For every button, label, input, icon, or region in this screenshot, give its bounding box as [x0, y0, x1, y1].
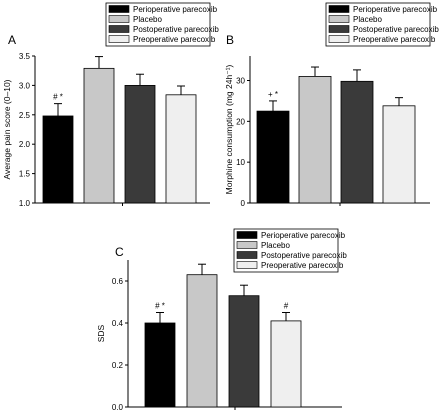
legend-swatch-3 — [108, 25, 130, 33]
panel-letter: A — [8, 33, 16, 47]
legend-swatch-2 — [328, 15, 350, 23]
y-tick-label: 0.0 — [112, 403, 124, 411]
legend-swatch-1 — [328, 5, 350, 13]
y-tick-label: 0.4 — [112, 319, 124, 328]
y-tick-label: 1.5 — [19, 170, 31, 179]
bar-3 — [340, 80, 374, 204]
y-tick-label: 0.6 — [112, 277, 124, 286]
legend-label-3: Postoperative parecoxib — [133, 25, 219, 34]
y-axis-label: Average pain score (0–10) — [2, 79, 12, 179]
legend-B: Perioperative parecoxibPlaceboPostoperat… — [325, 2, 439, 47]
bar-3 — [228, 295, 260, 408]
y-tick-label: 10 — [236, 158, 245, 167]
legend-label-2: Placebo — [261, 241, 290, 250]
legend-swatch-2 — [108, 15, 130, 23]
legend-swatch-3 — [236, 251, 258, 259]
significance-marker: # — [284, 302, 289, 311]
bar-1 — [42, 115, 74, 204]
legend-swatch-3 — [328, 25, 350, 33]
legend-label-3: Postoperative parecoxib — [261, 251, 347, 260]
legend-label-1: Perioperative parecoxib — [353, 5, 438, 14]
legend-swatch-4 — [236, 261, 258, 269]
panel-letter: B — [226, 33, 234, 47]
legend-label-1: Perioperative parecoxib — [261, 231, 346, 240]
significance-marker: # * — [155, 302, 165, 311]
legend-label-3: Postoperative parecoxib — [353, 25, 439, 34]
legend-swatch-1 — [236, 231, 258, 239]
significance-marker: # * — [53, 93, 63, 102]
legend-label-2: Placebo — [353, 15, 382, 24]
bar-2 — [186, 274, 218, 408]
bar-4 — [165, 94, 197, 204]
chart-panel-A: A 1.0 1.5 2.0 2.5 3.0 3.5 Average pain score (0… — [2, 2, 219, 208]
y-tick-label: 2.0 — [19, 140, 31, 149]
legend-swatch-2 — [236, 241, 258, 249]
bar-3 — [124, 85, 156, 204]
bar-1 — [144, 322, 176, 408]
legend-C: Perioperative parecoxibPlaceboPostoperat… — [233, 228, 347, 273]
chart-panel-C: C 0.0 0.2 0.4 0.6 SDS # * # Perioperative pareco… — [96, 228, 347, 411]
y-axis-label: SDS — [96, 324, 106, 342]
legend-swatch-1 — [108, 5, 130, 13]
legend-swatch-4 — [328, 35, 350, 43]
bar-2 — [83, 67, 115, 204]
bar-4 — [382, 105, 416, 204]
legend-label-1: Perioperative parecoxib — [133, 5, 218, 14]
y-tick-label: 20 — [236, 117, 245, 126]
y-tick-label: 0.2 — [112, 361, 124, 370]
legend-label-4: Preoperative parecoxib — [133, 35, 216, 44]
y-tick-label: 3.5 — [19, 52, 31, 61]
significance-marker: + * — [268, 90, 278, 99]
y-tick-label: 1.0 — [19, 199, 31, 208]
y-tick-label: 2.5 — [19, 111, 31, 120]
panel-letter: C — [115, 245, 124, 259]
bar-1 — [256, 110, 290, 204]
legend-label-2: Placebo — [133, 15, 162, 24]
bar-4 — [270, 320, 302, 408]
legend-A: Perioperative parecoxibPlaceboPostoperat… — [105, 2, 219, 47]
legend-swatch-4 — [108, 35, 130, 43]
legend-label-4: Preoperative parecoxib — [261, 261, 344, 270]
y-tick-label: 3.0 — [19, 81, 31, 90]
y-axis-label: Morphine consumption (mg 24h⁻¹) — [224, 64, 234, 194]
bar-2 — [298, 76, 332, 204]
y-tick-label: 30 — [236, 77, 245, 86]
y-tick-label: 0 — [241, 199, 246, 208]
legend-label-4: Preoperative parecoxib — [353, 35, 436, 44]
